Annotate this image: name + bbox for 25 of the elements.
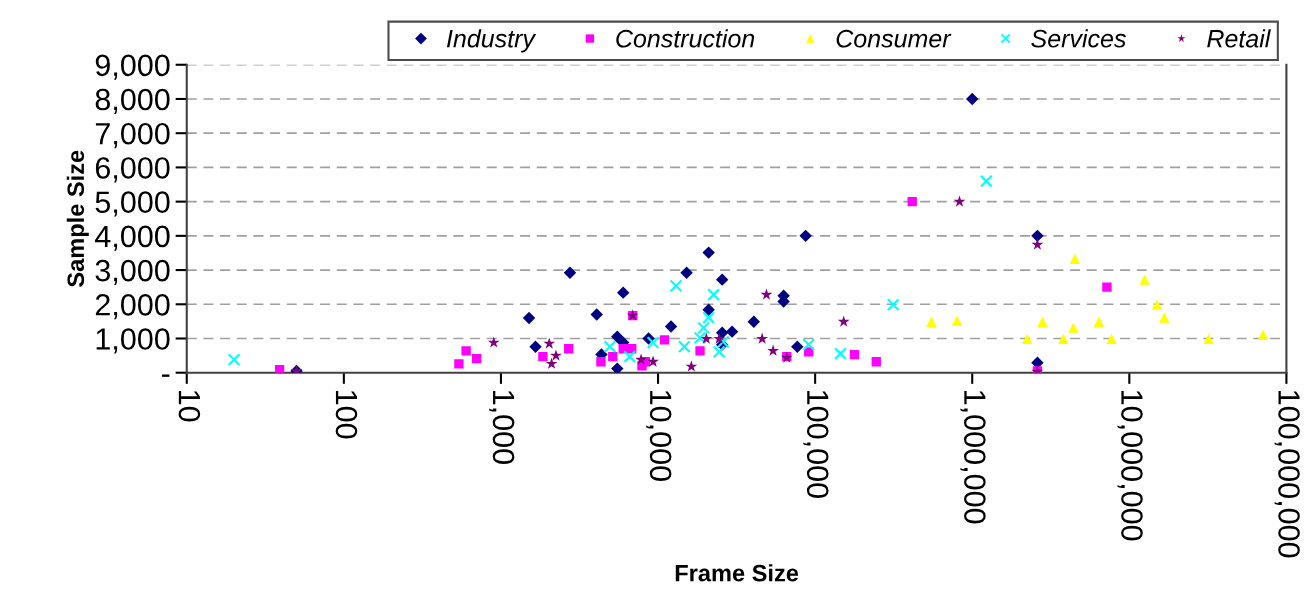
y-tick-label: 9,000 bbox=[95, 54, 170, 80]
y-tick-label: 7,000 bbox=[95, 122, 170, 149]
x-axis-title: Frame Size bbox=[675, 564, 799, 582]
y-axis-title: Sample Size bbox=[66, 150, 89, 287]
legend-label: Consumer bbox=[836, 29, 952, 48]
legend-label: Services bbox=[1031, 29, 1126, 48]
x-tick-label: 1,000,000 bbox=[960, 391, 986, 524]
y-tick-label: - bbox=[161, 374, 170, 377]
y-tick-label: 3,000 bbox=[95, 259, 170, 286]
y-tick-label: 5,000 bbox=[95, 191, 170, 217]
y-tick-label: 4,000 bbox=[95, 225, 170, 251]
x-tick-label: 100,000 bbox=[803, 391, 829, 498]
y-tick-label: 1,000 bbox=[96, 328, 170, 354]
x-tick-label: 1,000 bbox=[489, 391, 515, 464]
y-tick-label: 6,000 bbox=[95, 157, 170, 183]
y-tick-label: 2,000 bbox=[95, 294, 170, 320]
legend-label: Industry bbox=[446, 29, 537, 53]
x-tick-label: 10,000 bbox=[646, 391, 672, 481]
x-tick-label: 100 bbox=[335, 391, 358, 439]
x-tick-label: 100,000,000 bbox=[1274, 391, 1300, 558]
legend-label: Construction bbox=[616, 29, 755, 48]
y-tick-label: 8,000 bbox=[95, 88, 170, 114]
x-tick-label: 10 bbox=[178, 391, 201, 422]
x-tick-label: 10,000,000 bbox=[1117, 391, 1143, 541]
legend-label: Retail bbox=[1207, 29, 1271, 48]
